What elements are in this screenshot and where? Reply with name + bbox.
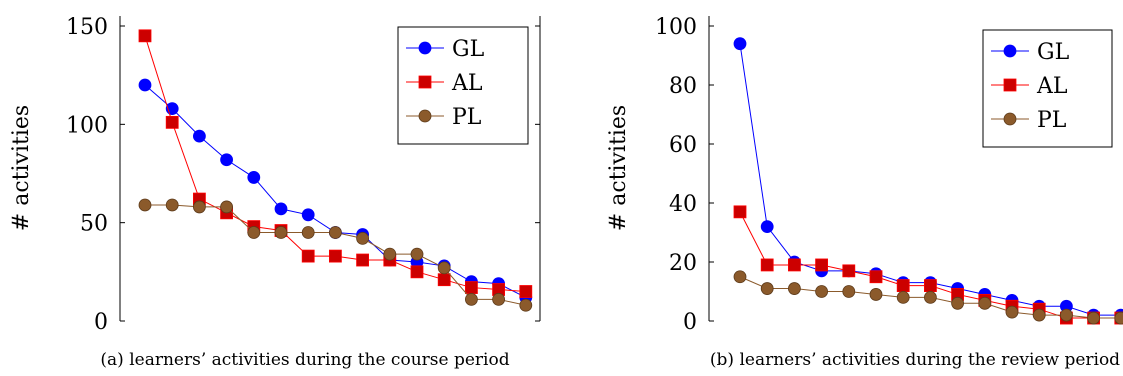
chart-a-point-gl-3 (192, 129, 206, 143)
chart-a-y-axis-label: # activities (9, 105, 34, 231)
chart-b-point-al-2 (760, 258, 774, 272)
chart-a-point-pl-5 (247, 226, 261, 239)
chart-b-series (733, 37, 1123, 325)
chart-b-point-pl-3 (788, 282, 801, 295)
chart-a-point-pl-2 (165, 198, 179, 212)
chart-b-ytick-label-1: 20 (669, 251, 697, 276)
chart-a-point-gl-1 (138, 78, 152, 92)
chart-b-point-al-7 (896, 279, 910, 293)
chart-a-point-al-11 (410, 265, 424, 279)
chart-a-ytick-label-3: 150 (66, 15, 108, 40)
chart-a-ytick-label-1: 50 (80, 212, 108, 237)
chart-a-ytick-label-0: 0 (94, 310, 108, 335)
chart-a-point-al-9 (356, 253, 370, 267)
chart-a-legend-marker-gl (418, 41, 432, 55)
chart-a-point-pl-11 (410, 247, 424, 261)
chart-b-point-pl-6 (869, 288, 883, 301)
chart-b-point-pl-4 (815, 285, 828, 298)
chart-b-point-pl-8 (924, 290, 937, 304)
chart-a-point-pl-12 (437, 261, 451, 275)
chart-b-point-gl-1 (733, 37, 747, 51)
chart-b: 0 20 40 60 80 100 # activities GL AL PL (b) lea… (606, 15, 1123, 370)
chart-a-point-pl-7 (301, 226, 315, 239)
chart-b-point-pl-2 (760, 282, 774, 295)
chart-b-point-al-8 (924, 279, 937, 293)
chart-a-point-pl-13 (464, 292, 478, 306)
chart-b-legend-marker-pl (1003, 112, 1017, 126)
chart-b-ytick-label-5: 100 (655, 15, 697, 40)
chart-b-ytick-label-0: 0 (683, 310, 697, 335)
chart-b-ytick-label-3: 60 (669, 133, 697, 158)
chart-a-point-al-8 (328, 249, 342, 263)
chart-b-ticks: 0 20 40 60 80 100 (655, 15, 714, 335)
chart-b-point-pl-9 (951, 296, 964, 310)
chart-a-point-al-15 (519, 285, 533, 298)
chart-a-point-pl-9 (356, 231, 370, 245)
chart-a-point-gl-5 (247, 171, 261, 184)
chart-b-point-pl-14 (1087, 311, 1100, 325)
chart-a-point-al-7 (301, 249, 315, 263)
chart-b-y-axis-label: # activities (606, 105, 631, 231)
chart-b-legend-marker-al (1003, 78, 1017, 92)
chart-a-point-al-2 (165, 115, 179, 129)
chart-a-legend-marker-al (418, 75, 432, 89)
chart-b-point-al-3 (788, 258, 801, 272)
chart-a-point-gl-4 (220, 153, 234, 167)
chart-b-point-pl-12 (1032, 308, 1046, 322)
chart-b-point-pl-5 (842, 285, 856, 298)
chart-b-point-al-6 (869, 270, 883, 284)
chart-a-point-pl-8 (328, 226, 342, 239)
chart-a-legend: GL AL PL (397, 26, 529, 145)
chart-b-point-pl-15 (1114, 311, 1123, 325)
chart-a-legend-label-al: AL (451, 71, 483, 96)
chart-b-point-pl-1 (733, 270, 747, 284)
chart-a-point-al-13 (464, 281, 478, 294)
chart-a-point-pl-1 (138, 198, 152, 212)
chart-a-ticks: 0 50 100 150 (66, 15, 540, 335)
chart-b-point-pl-13 (1060, 308, 1073, 322)
chart-a-series (138, 29, 533, 312)
chart-b-point-al-4 (815, 258, 828, 272)
chart-b-legend-label-gl: GL (1037, 40, 1070, 65)
chart-a-legend-label-gl: GL (452, 37, 485, 62)
chart-a-point-al-12 (437, 273, 451, 287)
chart-b-point-gl-2 (760, 220, 774, 234)
chart-a-legend-label-pl: PL (452, 105, 482, 130)
chart-a: 0 50 100 150 # activities GL AL PL (a) learne… (9, 15, 541, 370)
chart-a-point-pl-14 (492, 292, 506, 306)
chart-a-ytick-label-2: 100 (66, 113, 108, 138)
chart-a-point-pl-4 (220, 200, 234, 214)
chart-b-point-pl-7 (896, 290, 910, 304)
chart-b-ytick-label-4: 80 (669, 74, 697, 99)
chart-b-point-pl-11 (1005, 305, 1019, 319)
chart-b-legend-label-pl: PL (1037, 108, 1067, 133)
chart-b-point-al-1 (733, 205, 747, 219)
chart-b-legend-label-al: AL (1036, 74, 1068, 99)
chart-b-legend-marker-gl (1003, 44, 1017, 58)
chart-a-legend-marker-pl (418, 109, 432, 123)
chart-a-point-pl-6 (274, 226, 288, 239)
chart-a-point-pl-15 (519, 298, 533, 312)
chart-a-point-al-1 (138, 29, 152, 43)
chart-b-caption: (b) learners’ activities during the revi… (710, 350, 1120, 370)
chart-b-legend: GL AL PL (982, 29, 1113, 148)
chart-a-point-pl-10 (383, 247, 397, 261)
chart-a-point-pl-3 (192, 200, 206, 214)
chart-b-point-al-5 (842, 264, 856, 278)
chart-a-point-gl-7 (301, 208, 315, 222)
chart-b-point-pl-10 (978, 296, 992, 310)
chart-b-ytick-label-2: 40 (669, 192, 697, 217)
chart-a-point-gl-6 (274, 202, 288, 216)
chart-a-caption: (a) learners’ activities during the cour… (100, 350, 509, 370)
